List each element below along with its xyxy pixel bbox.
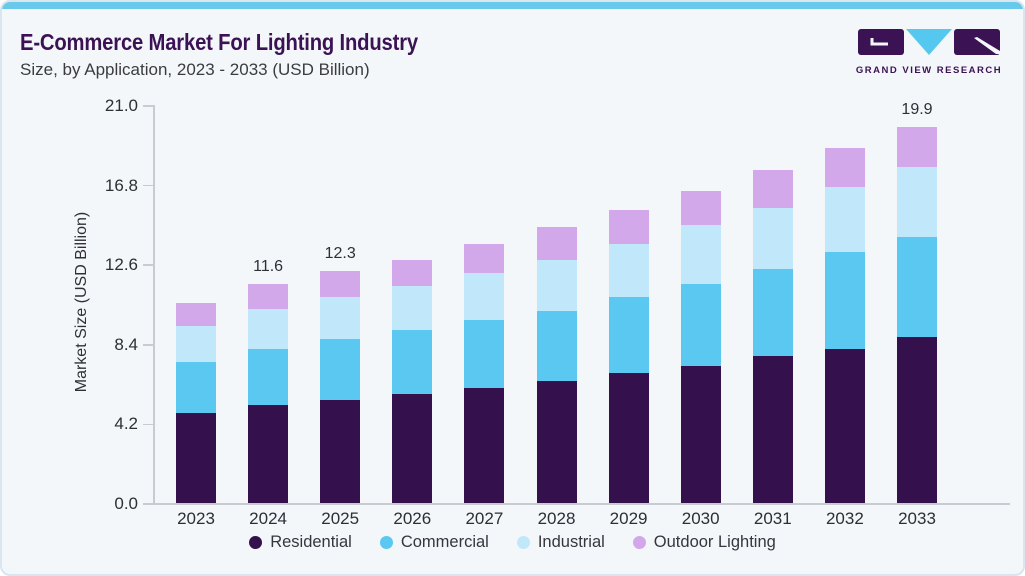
- legend-label: Commercial: [400, 533, 489, 551]
- bar-segment-industrial: [392, 286, 433, 330]
- bar-segment-industrial: [680, 225, 721, 285]
- bar-segment-outdoor-lighting: [392, 259, 433, 287]
- x-tick-label: 2033: [898, 509, 936, 528]
- bar-segment-outdoor-lighting: [176, 303, 216, 326]
- y-tick-label: 21.0: [104, 96, 138, 115]
- y-tick-mark: [143, 423, 153, 426]
- bar-segment-industrial: [464, 272, 505, 321]
- legend-label: Outdoor Lighting: [653, 533, 776, 551]
- legend-item-outdoor-lighting: Outdoor Lighting: [632, 533, 776, 552]
- gvr-logo: GRAND VIEW RESEARCH: [855, 28, 1003, 76]
- bar-segment-residential: [176, 413, 216, 504]
- legend-dot-icon: [379, 536, 393, 549]
- bar-segment-industrial: [824, 187, 865, 252]
- bar-segment-industrial: [608, 244, 649, 298]
- bar-segment-outdoor-lighting: [824, 147, 865, 188]
- bar-segment-commercial: [897, 236, 937, 338]
- y-tick-label: 0.0: [114, 494, 138, 513]
- x-tick-label: 2032: [825, 509, 864, 528]
- bar-segment-residential: [824, 348, 865, 504]
- bar-segment-residential: [536, 380, 577, 504]
- y-tick-mark: [143, 184, 153, 187]
- bar-segment-outdoor-lighting: [608, 210, 649, 245]
- bar-segment-industrial: [752, 208, 793, 269]
- x-tick-label: 2027: [465, 509, 504, 528]
- y-tick-mark: [143, 105, 153, 107]
- bar-segment-outdoor-lighting: [897, 126, 937, 167]
- bar-segment-commercial: [392, 329, 433, 395]
- bar-value-label: 11.6: [253, 258, 284, 276]
- x-axis-line: [143, 503, 1010, 505]
- bar-segment-commercial: [176, 361, 216, 413]
- y-axis-line: [153, 105, 155, 504]
- page-subtitle: Size, by Application, 2023 - 2033 (USD B…: [20, 60, 370, 79]
- bar-segment-residential: [248, 405, 289, 504]
- bar-segment-outdoor-lighting: [248, 284, 289, 309]
- bar-segment-commercial: [752, 268, 793, 357]
- legend-dot-icon: [516, 536, 530, 549]
- x-tick-label: 2028: [537, 509, 576, 528]
- y-tick-label: 8.4: [114, 334, 138, 354]
- page-title: E-Commerce Market For Lighting Industry: [20, 29, 418, 55]
- bar-segment-residential: [680, 365, 721, 504]
- legend-item-industrial: Industrial: [516, 533, 605, 552]
- bar-segment-outdoor-lighting: [464, 244, 505, 273]
- bar-segment-outdoor-lighting: [536, 227, 577, 260]
- legend-dot-icon: [632, 536, 646, 549]
- bar-segment-commercial: [680, 284, 721, 366]
- legend-dot-icon: [249, 536, 263, 549]
- y-tick-mark: [143, 264, 153, 266]
- bar-segment-commercial: [824, 251, 865, 349]
- bar-segment-industrial: [536, 259, 577, 311]
- x-tick-label: 2026: [393, 509, 432, 528]
- bar-segment-commercial: [464, 320, 505, 389]
- x-tick-label: 2024: [249, 509, 287, 528]
- bar-segment-residential: [897, 337, 937, 504]
- x-tick-label: 2031: [753, 509, 792, 528]
- y-axis-title: Market Size (USD Billion): [73, 211, 90, 393]
- y-tick-label: 16.8: [104, 175, 138, 195]
- bar-segment-industrial: [897, 166, 937, 237]
- x-tick-label: 2025: [321, 509, 360, 528]
- bar-segment-commercial: [248, 348, 289, 406]
- bar-segment-industrial: [248, 308, 289, 349]
- gvr-logo-text: GRAND VIEW RESEARCH: [855, 65, 1003, 76]
- bar-segment-outdoor-lighting: [680, 191, 721, 226]
- x-tick-label: 2030: [681, 509, 720, 528]
- x-tick-label: 2029: [609, 509, 648, 528]
- y-tick-label: 4.2: [114, 414, 138, 434]
- bar-segment-commercial: [536, 310, 577, 381]
- x-tick-label: 2023: [177, 509, 215, 528]
- bar-segment-outdoor-lighting: [320, 270, 361, 298]
- bar-segment-residential: [392, 394, 433, 504]
- accent-topbar: [2, 2, 1023, 9]
- y-tick-mark: [143, 344, 153, 346]
- bar-segment-commercial: [608, 297, 649, 374]
- bar-segment-residential: [320, 399, 361, 504]
- legend-label: Industrial: [537, 533, 605, 551]
- legend-item-residential: Residential: [249, 533, 352, 552]
- legend-item-commercial: Commercial: [379, 533, 489, 552]
- bar-value-label: 12.3: [324, 244, 356, 262]
- y-tick-label: 12.6: [104, 255, 138, 275]
- bar-segment-residential: [464, 388, 505, 504]
- bar-segment-residential: [752, 356, 793, 504]
- legend-label: Residential: [270, 533, 352, 551]
- chart-legend: Residential Commercial Industrial Outdoor L…: [2, 533, 1023, 552]
- gvr-logo-icon: [858, 29, 1000, 55]
- bar-segment-residential: [608, 373, 649, 504]
- bar-segment-commercial: [320, 339, 361, 400]
- bar-segment-industrial: [320, 297, 361, 340]
- bar-value-label: 19.9: [901, 100, 933, 118]
- bar-segment-outdoor-lighting: [752, 170, 793, 209]
- bar-segment-industrial: [176, 325, 216, 362]
